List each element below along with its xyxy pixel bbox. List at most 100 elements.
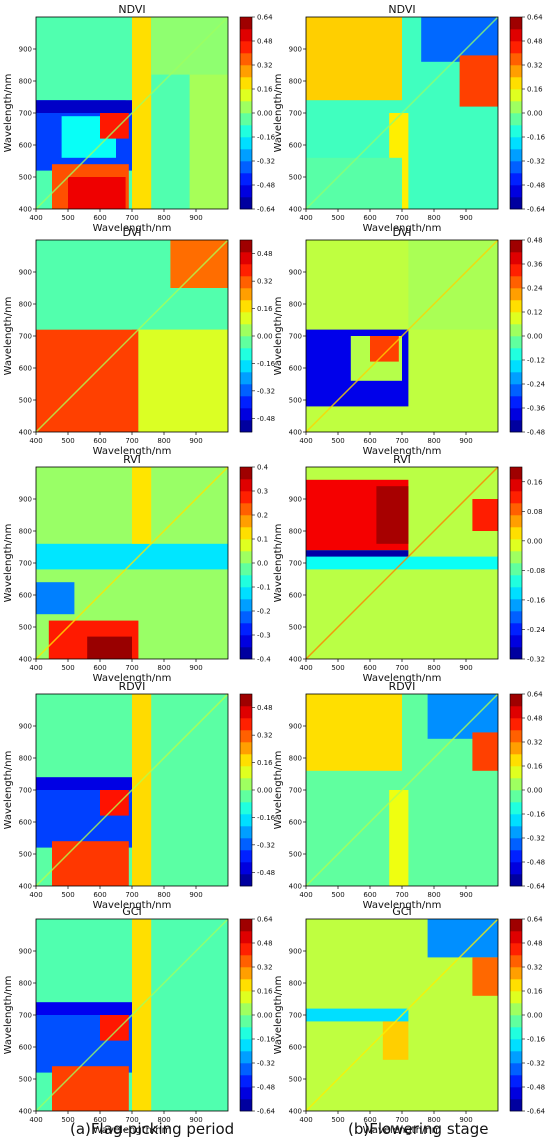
x-tick-label: 400 — [299, 437, 312, 445]
colorbar-segment — [510, 396, 522, 409]
colorbar-tick-label: 0.64 — [257, 916, 273, 924]
x-tick-label: 600 — [363, 891, 376, 899]
y-tick-label: 900 — [289, 723, 302, 731]
x-tick-label: 500 — [331, 214, 344, 222]
heatmap-region — [138, 329, 228, 432]
colorbar-tick-label: -0.32 — [527, 1060, 545, 1068]
x-tick-label: 400 — [299, 1116, 312, 1124]
colorbar-segment — [510, 89, 522, 102]
colorbar-segment — [240, 408, 252, 421]
x-tick-label: 600 — [93, 437, 106, 445]
colorbar-segment — [510, 874, 522, 887]
y-axis-label: Wavelength/nm — [3, 976, 14, 1055]
colorbar-tick-label: -0.48 — [527, 859, 545, 867]
y-tick-label: 700 — [19, 110, 32, 118]
colorbar-tick-label: -0.64 — [527, 883, 546, 891]
colorbar-segment — [510, 802, 522, 815]
x-tick-label: 500 — [61, 891, 74, 899]
y-tick-label: 700 — [289, 1012, 302, 1020]
colorbar-tick-label: 0.16 — [257, 305, 273, 313]
colorbar-segment — [510, 185, 522, 198]
colorbar-segment — [240, 742, 252, 755]
colorbar-segment — [240, 503, 252, 516]
colorbar-tick-label: 0.4 — [257, 464, 269, 472]
colorbar-segment — [240, 826, 252, 839]
heatmap-region — [472, 499, 498, 531]
heatmap-region — [427, 919, 498, 958]
colorbar-segment — [240, 967, 252, 980]
colorbar-tick-label: 0.16 — [527, 86, 543, 94]
y-tick-label: 600 — [19, 142, 32, 150]
colorbar-segment — [240, 324, 252, 337]
colorbar-segment — [240, 539, 252, 552]
x-tick-label: 900 — [459, 437, 472, 445]
y-axis-label: Wavelength/nm — [273, 751, 284, 830]
colorbar-tick-label: -0.48 — [527, 429, 545, 437]
colorbar-segment — [240, 515, 252, 528]
colorbar-tick-label: 0.32 — [527, 964, 543, 972]
y-axis-label: Wavelength/nm — [3, 751, 14, 830]
x-tick-label: 800 — [157, 664, 170, 672]
y-tick-label: 900 — [289, 46, 302, 54]
x-axis-label: Wavelength/nm — [93, 446, 172, 457]
y-tick-label: 600 — [289, 365, 302, 373]
y-tick-label: 800 — [289, 301, 302, 309]
x-axis-label: Wavelength/nm — [93, 223, 172, 234]
x-tick-label: 700 — [125, 1116, 138, 1124]
diagonal-line — [305, 918, 499, 1112]
colorbar-segment — [240, 1003, 252, 1016]
x-tick-label: 900 — [459, 214, 472, 222]
colorbar-segment — [240, 919, 252, 932]
colorbar-segment — [240, 802, 252, 815]
y-axis-label: Wavelength/nm — [273, 524, 284, 603]
colorbar-segment — [510, 563, 522, 576]
colorbar-tick-label: 0.00 — [527, 1012, 543, 1020]
y-tick-label: 600 — [289, 142, 302, 150]
colorbar-segment — [240, 838, 252, 851]
colorbar-segment — [510, 173, 522, 186]
colorbar-segment — [510, 137, 522, 150]
x-axis-label: Wavelength/nm — [363, 223, 442, 234]
colorbar-segment — [240, 991, 252, 1004]
heatmap-region — [36, 582, 75, 615]
colorbar-segment — [510, 420, 522, 433]
colorbar-tick-label: 0.48 — [257, 38, 273, 46]
colorbar-tick-label: -0.12 — [527, 357, 545, 365]
colorbar-segment — [510, 575, 522, 588]
heatmap-region — [132, 694, 152, 886]
x-tick-label: 800 — [427, 1116, 440, 1124]
y-axis-label: Wavelength/nm — [3, 297, 14, 376]
colorbar-segment — [510, 647, 522, 660]
colorbar-segment — [510, 125, 522, 138]
y-tick-label: 800 — [19, 980, 32, 988]
chart-title: DVI — [392, 226, 411, 239]
y-tick-label: 500 — [289, 397, 302, 405]
x-axis-label: Wavelength/nm — [363, 900, 442, 911]
x-tick-label: 900 — [459, 891, 472, 899]
diagonal-line — [35, 16, 229, 210]
colorbar-tick-label: 0.16 — [527, 478, 543, 486]
colorbar-tick-label: 0.16 — [527, 988, 543, 996]
colorbar-segment — [510, 1039, 522, 1052]
colorbar-segment — [510, 101, 522, 114]
x-tick-label: 800 — [427, 891, 440, 899]
colorbar-segment — [240, 979, 252, 992]
y-tick-label: 500 — [289, 851, 302, 859]
heatmap-region — [306, 1008, 409, 1022]
x-tick-label: 500 — [331, 891, 344, 899]
colorbar-tick-label: 0.00 — [257, 333, 273, 341]
colorbar-segment — [510, 348, 522, 361]
y-tick-label: 600 — [289, 592, 302, 600]
colorbar-segment — [510, 197, 522, 210]
colorbar-segment — [240, 766, 252, 779]
heatmap-region — [427, 694, 498, 739]
x-axis-label: Wavelength/nm — [363, 673, 442, 684]
colorbar-segment — [510, 1003, 522, 1016]
colorbar-tick-label: 0.12 — [527, 309, 543, 317]
colorbar-tick-label: -0.2 — [257, 608, 271, 616]
colorbar-segment — [240, 252, 252, 265]
x-tick-label: 400 — [299, 664, 312, 672]
y-tick-label: 800 — [289, 528, 302, 536]
y-tick-label: 700 — [289, 333, 302, 341]
colorbar-tick-label: -0.48 — [257, 415, 275, 423]
